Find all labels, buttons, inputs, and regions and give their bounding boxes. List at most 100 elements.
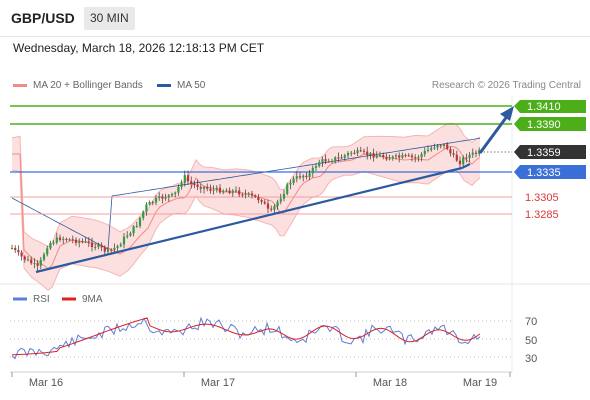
candle-body [20, 252, 23, 257]
candle-body [273, 206, 276, 210]
candle-body [263, 201, 266, 204]
price-tag-r2 [514, 100, 586, 113]
legend-swatch-bollinger [13, 83, 27, 87]
candle-body [362, 150, 366, 152]
candle-body [74, 239, 78, 243]
candle-body [241, 194, 244, 196]
bollinger-middle [12, 145, 481, 270]
candle-body [14, 247, 17, 250]
candle-body [372, 152, 375, 158]
candle-body [340, 157, 343, 159]
candle-body [286, 184, 289, 194]
candle-body [260, 200, 263, 202]
candle-body [206, 187, 209, 189]
candle-body [30, 259, 33, 264]
candle-body [215, 187, 218, 190]
candle-body [231, 190, 234, 194]
legend-ma50: MA 50 [157, 80, 205, 91]
candle-body [222, 190, 225, 193]
candle-body [359, 150, 362, 152]
candle-body [138, 217, 142, 227]
legend-ma50-label: MA 50 [177, 80, 206, 91]
candle-body [71, 239, 74, 241]
rsi-axis-label-30: 30 [525, 353, 537, 365]
price-tag-r1 [514, 117, 586, 131]
candle-body [391, 156, 394, 159]
candle-body [318, 162, 321, 167]
candle-body [308, 173, 311, 178]
candle-body [474, 152, 478, 154]
candle-body [228, 190, 231, 194]
legend-bollinger-label: MA 20 + Bollinger Bands [33, 80, 143, 91]
candle-body [449, 149, 452, 154]
candle-body [426, 149, 430, 151]
candle-body [295, 176, 298, 179]
rsi-axis-label-70: 70 [525, 316, 537, 328]
price-tag-s1-text: 1.3305 [525, 192, 559, 204]
candle-body [55, 237, 58, 243]
price-tag-current [514, 145, 586, 159]
candle-body [132, 226, 135, 234]
candle-body [414, 157, 417, 159]
price-tag-pivot-text: 1.3335 [527, 167, 561, 179]
candle-body [324, 159, 327, 162]
candle-body [244, 194, 247, 196]
price-tag-current-text: 1.3359 [527, 147, 561, 159]
candle-body [266, 203, 270, 209]
candle-body [382, 155, 385, 158]
candle-body [212, 189, 215, 191]
candle-body [314, 166, 318, 168]
legend-swatch-ma50 [157, 83, 171, 87]
x-label-mar18: Mar 18 [373, 377, 407, 389]
legend-bollinger: MA 20 + Bollinger Bands [13, 80, 143, 91]
credit-text: Research © 2026 Trading Central [431, 80, 581, 91]
candle-body [433, 147, 436, 149]
candle-body [327, 161, 330, 163]
forecast-arrow-head [500, 106, 514, 121]
candle-body [343, 155, 346, 158]
candle-body [311, 167, 314, 174]
candle-body [78, 241, 81, 243]
candle-body [119, 244, 122, 247]
candle-body [161, 196, 164, 199]
candle-body [23, 256, 26, 260]
bollinger-upper [11, 122, 481, 248]
x-label-mar16: Mar 16 [29, 377, 63, 389]
candle-body [199, 186, 202, 189]
candle-body [65, 239, 68, 241]
candle-body [103, 247, 106, 252]
candle-body [186, 175, 190, 182]
forecast-arrow-shaft [478, 114, 510, 154]
candle-body [388, 158, 391, 160]
candle-body [46, 248, 49, 255]
candle-body [135, 226, 138, 228]
candle-body [385, 157, 388, 160]
ma50-line [11, 137, 481, 250]
candle-body [190, 181, 193, 185]
rsi-axis-label-50: 50 [525, 335, 537, 347]
candle-body [378, 155, 382, 157]
bollinger-band [12, 123, 480, 291]
candle-body [436, 145, 439, 148]
candle-body [167, 195, 170, 198]
candle-body [410, 155, 414, 158]
rsi-ma-legend-label: 9MA [82, 294, 103, 305]
candle-body [439, 145, 442, 147]
candle-body [455, 154, 458, 161]
candle-body [458, 160, 462, 165]
candle-body [151, 202, 154, 204]
candle-body [417, 157, 420, 159]
candle-body [113, 247, 116, 250]
candle-body [375, 155, 378, 158]
candle-body [154, 198, 158, 203]
candle-body [10, 247, 14, 249]
candle-body [196, 184, 199, 187]
price-tag-r2-text: 1.3410 [527, 101, 561, 113]
candle-body [442, 144, 446, 146]
rsi-line [11, 316, 481, 360]
timeframe-button[interactable]: 30 MIN [84, 7, 135, 30]
candle-body [180, 182, 183, 187]
candle-body [462, 157, 465, 165]
candle-body [404, 155, 407, 157]
candle-body [90, 242, 94, 248]
